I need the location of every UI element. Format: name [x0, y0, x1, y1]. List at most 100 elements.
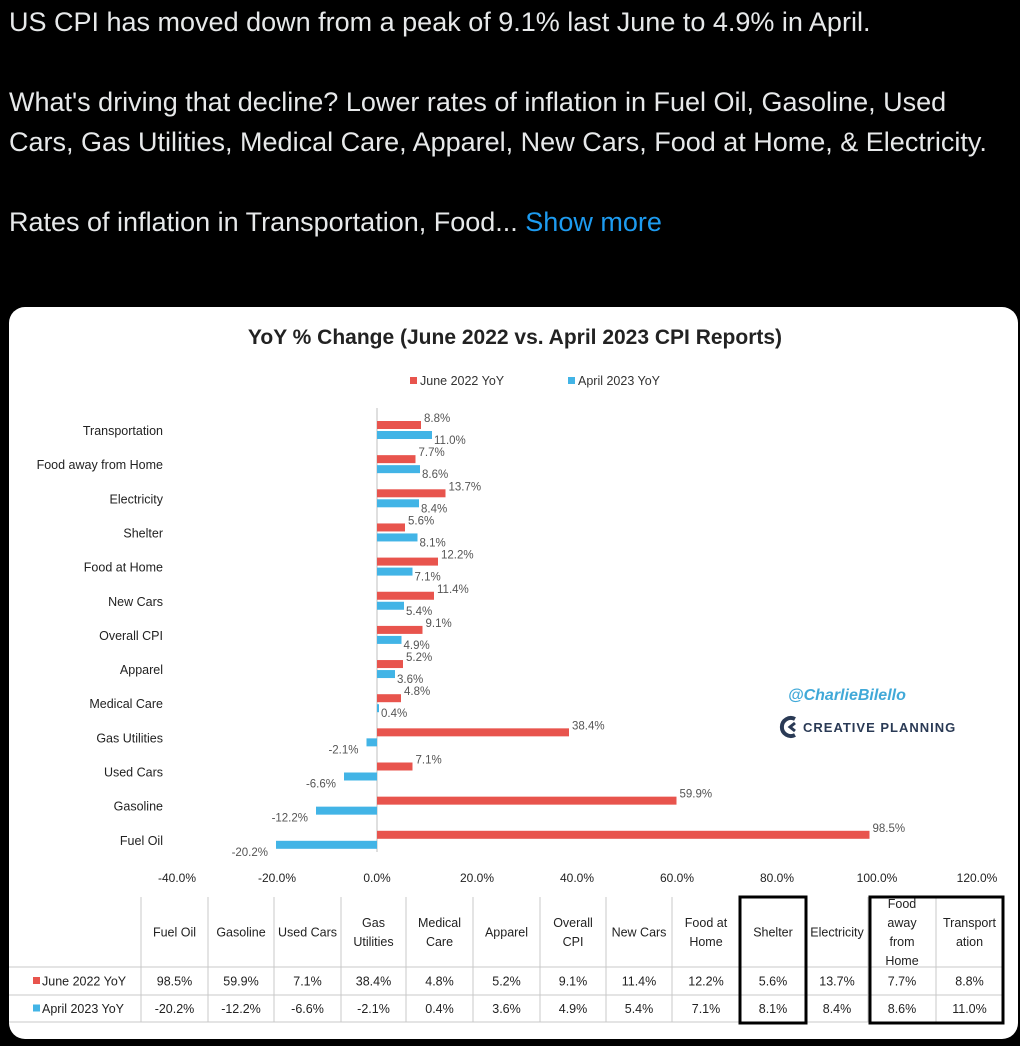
bar-april-2023	[377, 601, 404, 610]
table-cell: 13.7%	[819, 975, 854, 989]
table-cell: 5.6%	[759, 975, 788, 989]
table-column-header: Transport ation	[943, 916, 997, 949]
bar-april-2023	[377, 670, 395, 679]
data-label-june-2022: 5.6%	[408, 515, 434, 527]
data-label-april-2023: 11.0%	[434, 435, 466, 447]
legend-swatch-1	[568, 377, 575, 384]
chart-title: YoY % Change (June 2022 vs. April 2023 C…	[248, 326, 782, 349]
table-row-swatch	[33, 977, 40, 984]
bar-april-2023	[316, 806, 377, 815]
bar-april-2023	[344, 772, 377, 781]
bar-april-2023	[377, 635, 402, 644]
table-column-header: Shelter	[753, 926, 793, 940]
data-label-june-2022: 5.2%	[406, 652, 432, 664]
x-tick-label: 80.0%	[760, 871, 794, 885]
data-label-april-2023: 8.1%	[420, 537, 446, 549]
bar-june-2022	[377, 421, 421, 429]
bar-june-2022	[377, 830, 870, 839]
table-cell: 4.8%	[425, 975, 454, 989]
bar-june-2022	[377, 694, 401, 703]
table-column-header: Used Cars	[278, 926, 337, 940]
tweet-line-3: Rates of inflation in Transportation, Fo…	[9, 202, 1014, 242]
bar-april-2023	[377, 465, 420, 474]
table-column-header: New Cars	[612, 926, 667, 940]
table-cell: -6.6%	[291, 1002, 324, 1016]
table-cell: 4.9%	[559, 1002, 588, 1016]
table-cell: 59.9%	[223, 975, 258, 989]
bar-june-2022	[377, 455, 416, 464]
category-label: Used Cars	[104, 766, 163, 780]
table-cell: 9.1%	[559, 975, 588, 989]
x-tick-label: 60.0%	[660, 871, 694, 885]
table-column-header: Food away from Home	[885, 897, 918, 968]
category-label: Gas Utilities	[96, 731, 163, 745]
data-label-june-2022: 8.8%	[424, 413, 450, 425]
table-column-header: Food at Home	[685, 916, 728, 949]
data-label-april-2023: 5.4%	[406, 606, 432, 618]
table-cell: 8.6%	[888, 1002, 917, 1016]
watermark: @CharlieBilello CREATIVE PLANNING	[779, 687, 956, 738]
chart-image-card[interactable]: YoY % Change (June 2022 vs. April 2023 C…	[9, 307, 1018, 1039]
table-cell: 5.4%	[625, 1002, 654, 1016]
category-label: Overall CPI	[99, 629, 163, 643]
category-label: Electricity	[110, 492, 164, 506]
table-cell: 11.0%	[952, 1002, 987, 1016]
legend-label-1: April 2023 YoY	[578, 374, 661, 388]
bar-june-2022	[377, 591, 434, 600]
data-label-april-2023: -12.2%	[272, 813, 308, 825]
x-tick-label: 40.0%	[560, 871, 594, 885]
table-row-label: April 2023 YoY	[42, 1002, 125, 1016]
x-tick-label: 100.0%	[857, 871, 898, 885]
category-label: Medical Care	[89, 697, 163, 711]
bar-june-2022	[377, 660, 403, 669]
table-column-header: Gasoline	[216, 926, 265, 940]
table-cell: 8.8%	[955, 975, 984, 989]
x-tick-label: -40.0%	[158, 871, 196, 885]
category-label: Apparel	[120, 663, 163, 677]
table-column-header: Gas Utilities	[353, 916, 393, 949]
bar-april-2023	[377, 533, 418, 542]
table-cell: -12.2%	[221, 1002, 261, 1016]
bar-april-2023	[276, 840, 377, 849]
data-label-june-2022: 12.2%	[441, 550, 474, 562]
bar-april-2023	[377, 499, 419, 508]
cpi-chart: YoY % Change (June 2022 vs. April 2023 C…	[9, 326, 1005, 1025]
legend-swatch-0	[410, 377, 417, 384]
category-label: Fuel Oil	[120, 834, 163, 848]
data-label-june-2022: 7.1%	[416, 755, 442, 767]
table-cell: 8.1%	[759, 1002, 788, 1016]
table-cell: 11.4%	[622, 975, 657, 989]
tweet-text: US CPI has moved down from a peak of 9.1…	[9, 2, 1014, 242]
x-tick-label: -20.0%	[258, 871, 296, 885]
table-cell: 7.1%	[692, 1002, 721, 1016]
bar-june-2022	[377, 523, 405, 532]
table-cell: 5.2%	[492, 975, 521, 989]
data-label-june-2022: 13.7%	[449, 481, 482, 493]
tweet-line-1: US CPI has moved down from a peak of 9.1…	[9, 7, 871, 37]
bar-june-2022	[377, 489, 446, 498]
data-label-april-2023: 8.6%	[422, 469, 448, 481]
legend-label-0: June 2022 YoY	[420, 374, 505, 388]
bar-june-2022	[377, 796, 677, 805]
table-column-header: Apparel	[485, 926, 528, 940]
bar-april-2023	[366, 738, 377, 747]
tweet-line-3-text: Rates of inflation in Transportation, Fo…	[9, 207, 518, 237]
table-row-swatch	[33, 1004, 40, 1012]
table-row-label: June 2022 YoY	[42, 975, 127, 989]
x-tick-label: 20.0%	[460, 871, 494, 885]
table-column-header: Electricity	[810, 926, 864, 940]
table-cell: 3.6%	[492, 1002, 521, 1016]
bar-june-2022	[377, 728, 569, 737]
table-cell: 12.2%	[688, 975, 723, 989]
data-label-april-2023: 3.6%	[397, 674, 423, 686]
show-more-link[interactable]: Show more	[525, 207, 662, 237]
table-cell: -2.1%	[357, 1002, 390, 1016]
category-label: New Cars	[108, 595, 163, 609]
category-label: Transportation	[83, 424, 163, 438]
data-label-april-2023: 0.4%	[381, 708, 407, 720]
table-cell: 98.5%	[157, 975, 192, 989]
bar-april-2023	[377, 567, 413, 576]
table-cell: 7.7%	[888, 975, 917, 989]
data-label-june-2022: 59.9%	[680, 789, 713, 801]
watermark-brand: CREATIVE PLANNING	[803, 720, 956, 735]
